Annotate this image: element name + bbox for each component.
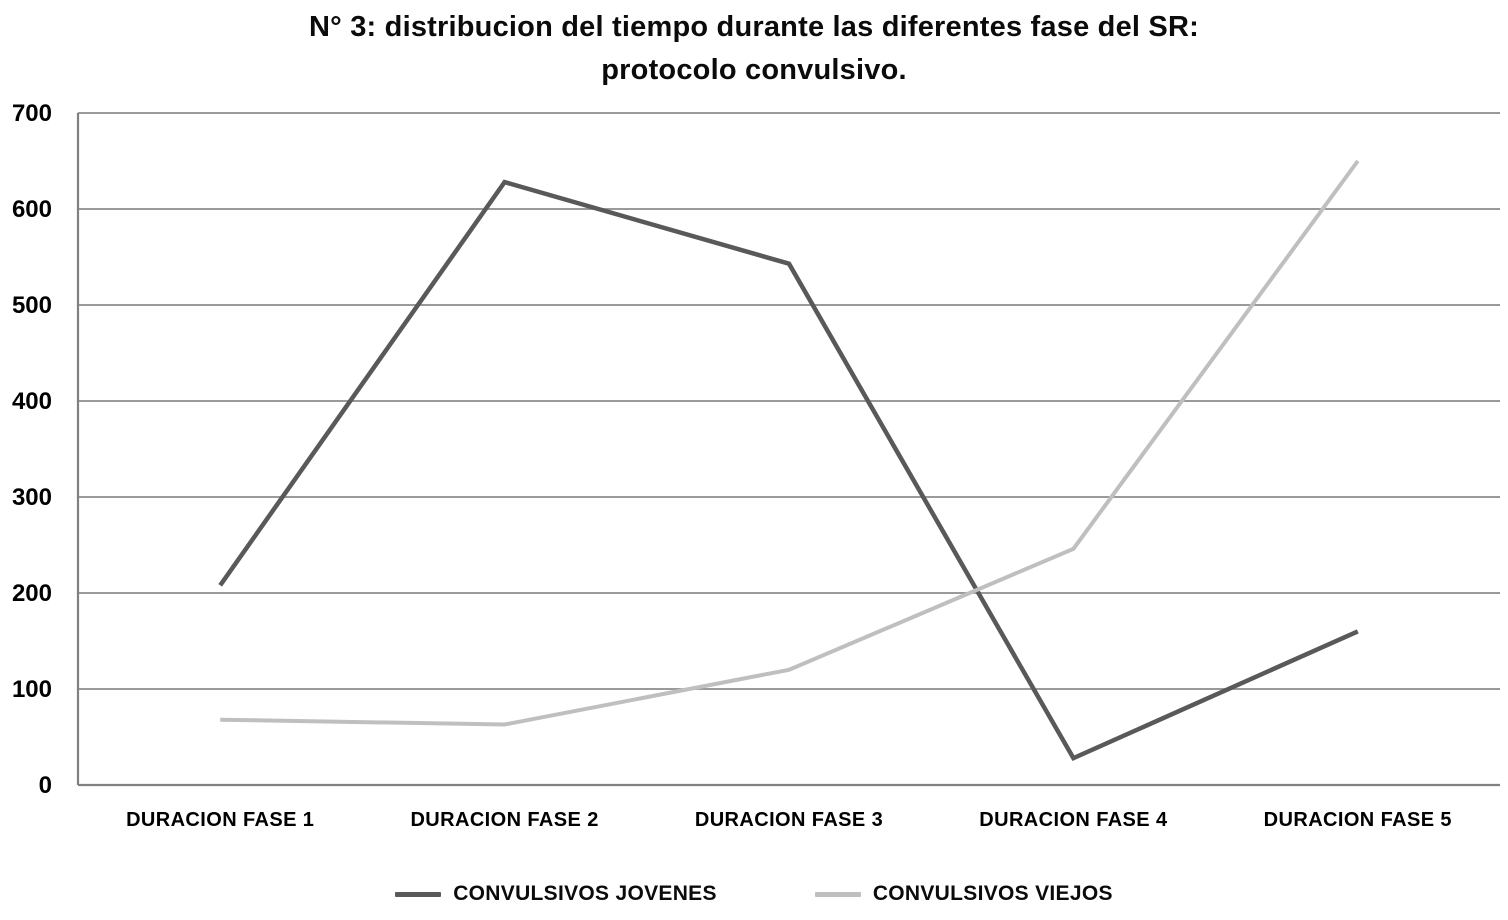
series-line-jovenes: [218, 179, 1359, 762]
legend-label: CONVULSIVOS VIEJOS: [872, 882, 1113, 905]
y-tick-label: 0: [39, 772, 52, 799]
legend-item-viejos: CONVULSIVOS VIEJOS: [814, 882, 1113, 906]
legend-line-swatch: [395, 891, 442, 897]
y-tick-label: 300: [12, 484, 52, 511]
chart-title: N° 3: distribucion del tiempo durante la…: [0, 6, 1508, 92]
legend-line-swatch: [814, 891, 861, 897]
x-category-label: DURACION FASE 4: [979, 809, 1168, 831]
y-tick-label: 700: [12, 100, 52, 127]
x-category-label: DURACION FASE 3: [695, 809, 883, 831]
y-tick-label: 500: [12, 292, 52, 319]
y-tick-label: 600: [12, 196, 52, 223]
legend-item-jovenes: CONVULSIVOS JOVENES: [395, 882, 717, 906]
y-tick-label: 400: [12, 388, 52, 415]
chart-title-line1: N° 3: distribucion del tiempo durante la…: [309, 11, 1199, 43]
y-tick-label: 100: [12, 676, 52, 703]
y-tick-label: 200: [12, 580, 52, 607]
legend: CONVULSIVOS JOVENES CONVULSIVOS VIEJOS: [0, 882, 1508, 906]
x-category-label: DURACION FASE 1: [126, 809, 314, 831]
legend-label: CONVULSIVOS JOVENES: [453, 882, 717, 905]
chart-title-line2: protocolo convulsivo.: [601, 54, 907, 86]
x-category-label: DURACION FASE 5: [1264, 809, 1452, 831]
x-category-label: DURACION FASE 2: [410, 809, 598, 831]
series-line-viejos: [220, 159, 1360, 727]
